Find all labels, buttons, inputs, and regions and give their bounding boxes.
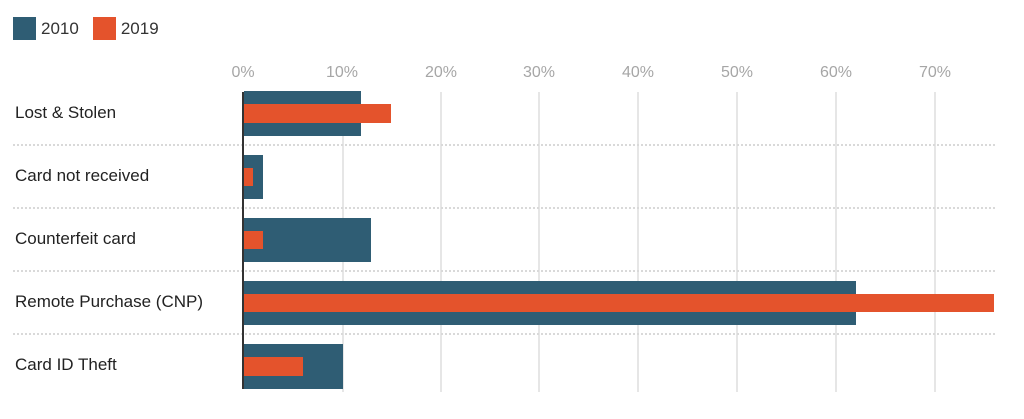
legend-label-2019: 2019 [120, 18, 159, 38]
zero-axis-line [242, 92, 244, 389]
bar-2019-lost-stolen [244, 104, 391, 123]
gridline [538, 92, 540, 392]
x-tick-label: 10% [325, 64, 359, 81]
bar-2019-card-id-theft [244, 357, 303, 376]
row-separator [13, 333, 995, 335]
x-tick-label: 30% [522, 64, 556, 81]
category-label: Remote Purchase (CNP) [15, 292, 204, 311]
x-tick-label: 70% [918, 64, 952, 81]
legend-swatch-2010 [13, 17, 36, 40]
bar-2019-remote-purchase [244, 294, 994, 312]
bar-2010-card-not-received [244, 155, 263, 199]
gridline [637, 92, 639, 392]
category-label: Card ID Theft [15, 355, 117, 374]
row-separator [13, 207, 995, 209]
bar-2019-counterfeit [244, 231, 263, 249]
bar-2010-counterfeit [244, 218, 371, 262]
gridline [736, 92, 738, 392]
x-tick-label: 60% [819, 64, 853, 81]
x-tick-label: 0% [231, 64, 255, 81]
x-tick-label: 20% [424, 64, 458, 81]
row-separator [13, 144, 995, 146]
category-label: Counterfeit card [15, 229, 136, 248]
category-label: Lost & Stolen [15, 103, 117, 122]
category-label: Card not received [15, 166, 150, 185]
gridline [440, 92, 442, 392]
chart-legend: 2010 2019 [13, 17, 173, 40]
bar-2019-card-not-received [244, 168, 253, 186]
row-separator [13, 270, 995, 272]
gridline [934, 92, 936, 392]
legend-item-2010: 2010 [13, 17, 79, 40]
x-tick-label: 50% [720, 64, 754, 81]
gridline [835, 92, 837, 392]
legend-label-2010: 2010 [41, 18, 79, 38]
legend-item-2019: 2019 [92, 17, 159, 40]
legend-swatch-2019 [92, 17, 116, 40]
x-tick-label: 40% [621, 64, 655, 81]
